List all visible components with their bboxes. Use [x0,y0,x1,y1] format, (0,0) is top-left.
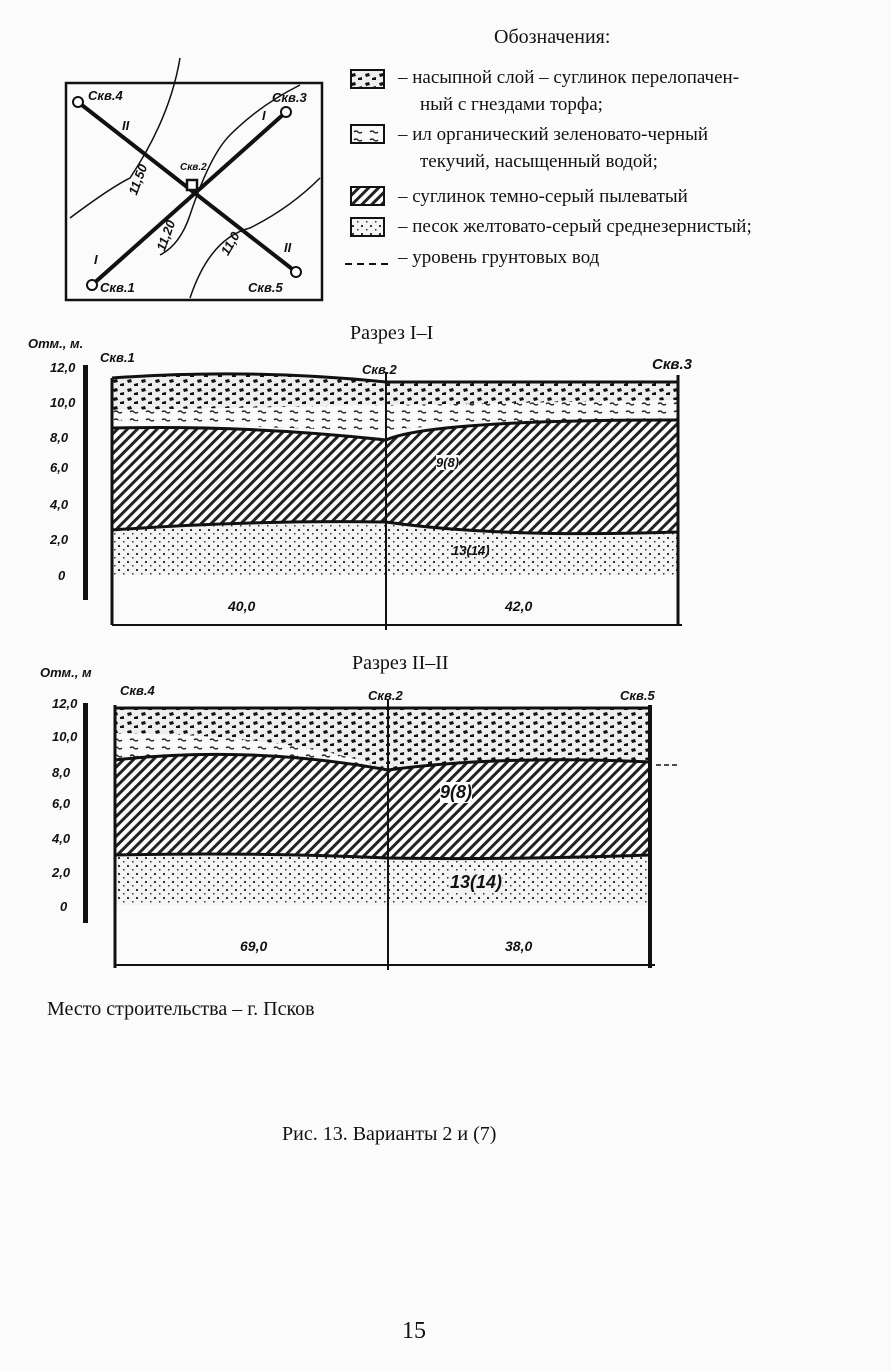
map-section-mark: I [94,252,98,267]
section-1-distance: 42,0 [505,598,533,614]
section-1-tick: 8,0 [50,430,69,445]
map-well-label: Скв.4 [88,88,123,103]
section-1-tick: 2,0 [50,532,69,547]
map-section-mark: I [262,108,266,123]
section-1-tick: 4,0 [50,497,69,512]
section-2-well: Скв.5 [620,688,655,703]
section-1-well: Скв.3 [652,356,693,373]
layer-label-sand: 13(14) [450,872,503,893]
map-well-label: Скв.1 [100,280,135,295]
legend-item-loam: – суглинок темно-серый пылеватый [398,186,688,207]
section-2-drawing [83,700,680,970]
section-1-drawing [83,365,682,630]
layer-label-loam: 9(8) [440,782,473,803]
site-plan-map [64,57,324,302]
map-well-label: Скв.3 [272,90,307,105]
section-1-axis-label: Отм., м. [28,336,84,351]
legend-item-fill-cont: ный с гнездами торфа; [420,94,603,115]
section-2-tick: 0 [60,899,68,914]
legend-title: Обозначения: [494,26,611,48]
section-2-tick: 6,0 [52,796,71,811]
section-2-well: Скв.2 [368,688,403,703]
section-1-tick: 6,0 [50,460,69,475]
section-1-tick: 0 [58,568,66,583]
section-2-well: Скв.4 [120,683,155,698]
section-2-tick: 4,0 [52,831,71,846]
map-section-mark: II [122,118,130,133]
legend-swatches [345,69,392,265]
layer-label-sand: 13(14) [452,543,490,558]
section-2-axis-label: Отм., м [40,665,92,680]
section-2-tick: 12,0 [52,696,78,711]
figure-caption: Рис. 13. Варианты 2 и (7) [282,1123,497,1145]
section-2-distance: 69,0 [240,938,268,954]
legend-item-groundwater: – уровень грунтовых вод [398,247,600,268]
section-2-distance: 38,0 [505,938,533,954]
map-well-label: Скв.2 [180,162,207,173]
legend-item-sand: – песок желтовато-серый среднезернистый; [398,216,752,237]
section-2-tick: 2,0 [52,865,71,880]
section-1-distance: 40,0 [228,598,256,614]
section-2-tick: 10,0 [52,729,78,744]
section-2-tick: 8,0 [52,765,71,780]
section-1-well: Скв.1 [100,350,135,365]
legend-item-fill: – насыпной слой – суглинок перелопачен- [398,67,740,88]
page-number: 15 [402,1318,426,1344]
section-1-tick: 12,0 [50,360,76,375]
section-1-title: Разрез I–I [350,322,434,344]
section-1-tick: 10,0 [50,395,76,410]
legend-item-silt: – ил органический зеленовато-черный [398,124,709,145]
section-1-well: Скв.2 [362,362,397,377]
legend-item-silt-cont: текучий, насыщенный водой; [420,151,658,172]
map-section-mark: II [284,240,292,255]
layer-label-loam: 9(8) [436,455,460,470]
map-well-label: Скв.5 [248,280,283,295]
section-2-title: Разрез II–II [352,652,449,674]
site-location: Место строительства – г. Псков [47,998,315,1020]
